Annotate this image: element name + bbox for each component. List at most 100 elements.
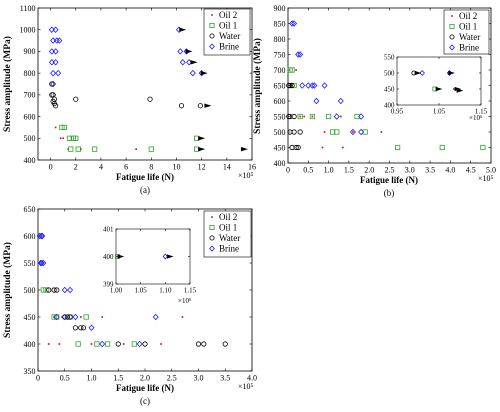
data-point-brine: [358, 128, 365, 136]
data-point-brine: [50, 37, 57, 44]
data-point-brine: [38, 259, 45, 267]
data-point-brine: [358, 113, 365, 120]
y-axis-label: Stress amplitude (MPa): [252, 38, 263, 134]
x-tick-label: 3.5: [220, 374, 230, 383]
data-point-brine: [321, 82, 328, 89]
data-point-brine: [61, 286, 68, 294]
x-tick-label: 4: [99, 163, 103, 172]
data-point-water: [46, 287, 52, 293]
data-point-brine: [39, 232, 46, 240]
y-axis-ticks: 400 450 500 550 600 650 700 750 800 850 900: [274, 4, 491, 168]
x-tick-label: 1.15: [475, 108, 488, 116]
y-tick-label: 900: [274, 4, 286, 13]
data-point-water: [72, 325, 79, 331]
data-point-oil-2: [339, 115, 342, 118]
legend-label: Oil 1: [219, 223, 237, 233]
data-point-brine: [333, 113, 340, 120]
data-point-brine: [56, 37, 63, 44]
data-point-brine: [305, 82, 312, 89]
x-tick-label: 1.05: [135, 287, 148, 295]
data-point-water: [291, 129, 297, 135]
data-point-oil-2: [101, 316, 104, 318]
runout-arrow: [166, 254, 174, 259]
data-point-water: [291, 113, 297, 120]
x-tick-label: 0: [36, 374, 40, 383]
inset-x-axis-ticks: 0.95 1.05 1.15: [391, 57, 488, 116]
y-axis-label: Stress amplitude (MPa): [2, 36, 13, 132]
y-tick-label: 500: [24, 134, 36, 143]
data-point-water: [64, 314, 71, 320]
legend-label: Water: [219, 233, 240, 243]
data-point-brine: [349, 128, 356, 136]
x-tick-label: 0: [49, 163, 53, 172]
data-point-water: [80, 325, 87, 331]
y-tick-label: 600: [24, 232, 36, 241]
x-tick-label: 0.95: [391, 108, 404, 116]
data-point-oil-2: [58, 343, 61, 345]
y-tick-label: 400: [24, 156, 36, 165]
panel-label: (a): [140, 185, 150, 195]
data-point-oil-1: [61, 124, 68, 131]
data-point-brine: [67, 286, 74, 294]
data-point-water: [297, 129, 303, 135]
data-point-water: [67, 314, 73, 320]
inset-plot-area: [115, 228, 191, 285]
data-point-brine: [311, 82, 318, 89]
runout-arrow: [198, 146, 206, 152]
runout-arrow: [117, 254, 125, 259]
data-point-oil-2: [295, 69, 298, 71]
x-tick-label: 3.5: [425, 166, 435, 175]
data-point-oil-1: [92, 146, 98, 152]
panel-label: (b): [384, 188, 395, 198]
inset-point-brine: [419, 70, 425, 76]
x-tick-label: 1.10: [159, 287, 172, 295]
legend-marker: [209, 224, 215, 230]
y-tick-label: 550: [274, 112, 286, 121]
data-point-oil-1: [51, 314, 57, 320]
data-point-brine: [291, 20, 298, 27]
data-point-oil-2: [323, 131, 326, 133]
data-point-oil-2: [160, 343, 163, 345]
data-point-water: [195, 341, 202, 347]
inset-x-multiplier: ×10⁶: [469, 114, 483, 122]
data-point-oil-1: [66, 135, 73, 141]
data-point-brine: [61, 313, 68, 321]
y-tick-label: 500: [384, 69, 395, 77]
data-point-oil-1: [148, 146, 154, 152]
data-point-water: [293, 144, 299, 151]
y-tick-label: 750: [274, 50, 286, 59]
runout-arrow: [200, 70, 208, 76]
data-point-brine: [297, 51, 304, 58]
runout-arrow: [240, 146, 248, 152]
data-point-oil-1: [309, 113, 315, 120]
data-point-brine: [152, 313, 159, 321]
x-tick-label: 3.0: [194, 374, 204, 383]
x-tick-label: 2.0: [364, 166, 374, 175]
y-tick-label: 650: [274, 81, 286, 90]
y-tick-label: 500: [274, 128, 286, 137]
data-point-oil-1: [131, 341, 137, 347]
data-point-oil-1: [354, 113, 360, 120]
data-point-water: [142, 341, 148, 347]
x-tick-label: 6: [124, 163, 128, 172]
data-marks: [36, 232, 228, 348]
x-tick-label: 0: [286, 166, 290, 175]
legend-marker: [211, 216, 213, 218]
data-point-brine: [337, 97, 344, 105]
data-point-brine: [52, 59, 59, 66]
data-point-oil-1: [334, 129, 340, 135]
legend-label: Oil 2: [459, 11, 477, 21]
data-point-oil-1: [362, 129, 368, 135]
runout-arrow: [190, 60, 198, 65]
legend-box: [443, 9, 490, 55]
y-tick-label: 550: [384, 53, 395, 61]
runout-arrow: [198, 136, 206, 141]
runout-arrow: [448, 70, 455, 76]
y-tick-label: 800: [274, 35, 286, 44]
x-axis-label: Fatigue life (N): [116, 383, 174, 393]
y-tick-label: 400: [384, 101, 395, 109]
inset-y-axis-ticks: 400 450 500 550: [384, 53, 481, 109]
legend-label: Water: [459, 32, 480, 42]
data-point-oil-2: [90, 343, 93, 345]
y-axis-ticks: 350 400 450 500 550 600 650: [24, 205, 252, 376]
